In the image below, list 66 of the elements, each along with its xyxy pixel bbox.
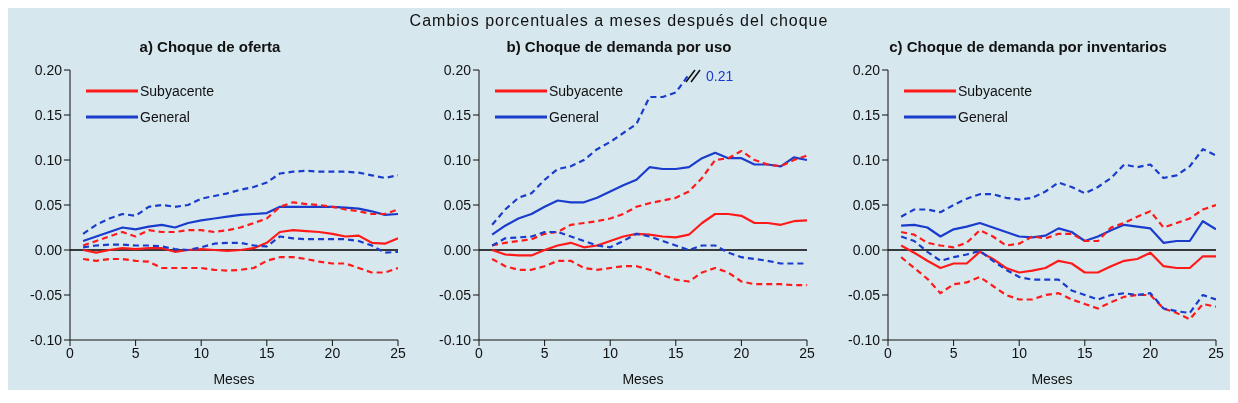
legend-label: General (958, 109, 1008, 125)
line-series (82, 229, 398, 254)
y-tick-label: -0.05 (848, 286, 881, 303)
chart-title: b) Choque de demanda por uso (505, 38, 733, 57)
legend-label: Subyacente (549, 83, 623, 99)
y-tick-label: 0.20 (852, 61, 881, 78)
line-series (900, 148, 1216, 218)
y-tick-label: -0.10 (848, 331, 881, 348)
x-tick-label: 10 (193, 344, 210, 361)
x-tick-label: 0 (884, 344, 893, 361)
line-series (900, 220, 1216, 244)
line-series (900, 235, 1216, 315)
line-series (491, 212, 807, 257)
x-tick-label: 20 (324, 344, 341, 361)
x-tick-label: 5 (131, 344, 140, 361)
y-tick-label: -0.10 (30, 331, 63, 348)
y-tick-label: 0.00 (443, 241, 472, 258)
x-tick-label: 15 (259, 344, 275, 361)
line-series (900, 244, 1216, 274)
x-tick-label: 0 (475, 344, 484, 361)
line-series (491, 257, 807, 287)
x-tick-label: 25 (1208, 344, 1224, 361)
y-tick-label: 0.20 (443, 61, 472, 78)
legend-label: Subyacente (140, 83, 214, 99)
x-tick-label: 15 (668, 344, 684, 361)
y-tick-label: 0.15 (443, 106, 472, 123)
annotation: 0.21 (706, 68, 734, 84)
x-tick-label: 0 (66, 344, 75, 361)
y-tick-label: -0.05 (30, 286, 63, 303)
line-series (900, 203, 1216, 249)
y-tick-label: 0.15 (34, 106, 63, 123)
chart-title: c) Choque de demanda por inventarios (888, 38, 1168, 57)
x-tick-label: 10 (1011, 344, 1028, 361)
x-axis-title: Meses (1031, 371, 1073, 387)
line-series (82, 256, 398, 274)
y-tick-label: 0.10 (443, 151, 472, 168)
line-series (82, 169, 398, 235)
x-tick-label: 20 (1142, 344, 1159, 361)
x-tick-label: 25 (799, 344, 815, 361)
y-tick-label: 0.10 (852, 151, 881, 168)
line-series (491, 73, 691, 226)
x-axis-title: Meses (622, 371, 664, 387)
y-tick-label: 0.15 (852, 106, 881, 123)
line-series (82, 235, 398, 254)
y-tick-label: 0.10 (34, 151, 63, 168)
legend-label: General (549, 109, 599, 125)
x-tick-label: 15 (1077, 344, 1093, 361)
legend-label: General (140, 109, 190, 125)
x-axis-title: Meses (213, 371, 255, 387)
legend-label: Subyacente (958, 83, 1032, 99)
y-tick-label: -0.10 (439, 331, 472, 348)
y-tick-label: 0.20 (34, 61, 63, 78)
x-tick-label: 20 (733, 344, 750, 361)
y-tick-label: 0.05 (852, 196, 881, 213)
y-tick-label: 0.00 (852, 241, 881, 258)
chart-title: a) Choque de oferta (138, 38, 282, 57)
x-tick-label: 5 (540, 344, 549, 361)
y-tick-label: 0.00 (34, 241, 63, 258)
y-tick-label: 0.05 (34, 196, 63, 213)
x-tick-label: 10 (602, 344, 619, 361)
y-tick-label: 0.05 (443, 196, 472, 213)
y-tick-label: -0.05 (439, 286, 472, 303)
x-tick-label: 5 (949, 344, 958, 361)
chart-subtitle: Cambios porcentuales a meses después del choque (408, 12, 830, 30)
line-series (900, 256, 1216, 321)
x-tick-label: 25 (390, 344, 406, 361)
